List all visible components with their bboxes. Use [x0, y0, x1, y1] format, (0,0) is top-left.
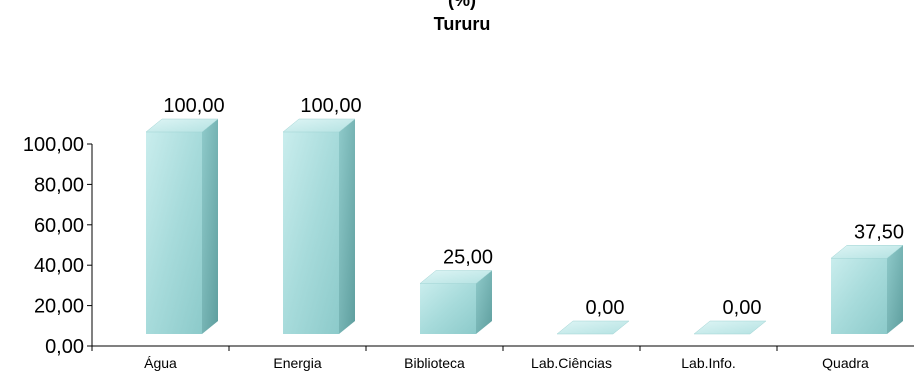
y-axis-ticks: 0,00 20,00 40,00 60,00 80,00 100,00: [23, 134, 92, 358]
y-tick-label: 60,00: [34, 215, 84, 237]
bar-top-face: [282, 118, 356, 133]
y-tick-label: 100,00: [23, 134, 84, 156]
bar-front-face: [831, 258, 887, 334]
x-category-label: Lab.Ciências: [531, 355, 612, 371]
bar: [830, 245, 904, 334]
x-category-label: Lab.Info.: [681, 355, 736, 371]
bar-top-face: [419, 270, 493, 284]
data-label: 37,50: [854, 221, 904, 243]
bar-top-face: [556, 320, 630, 335]
data-labels: 100,00 100,00 25,00 0,00 0,00 37,50: [163, 95, 904, 319]
y-tick-label: 0,00: [45, 336, 84, 358]
chart-title-line-1: (%): [448, 0, 476, 10]
bar: [282, 118, 356, 334]
bar-group: [145, 118, 904, 335]
bar: [419, 270, 493, 334]
bar-side-face: [476, 270, 492, 334]
bar-front-face: [420, 283, 476, 334]
x-category-label: Energia: [273, 355, 321, 371]
bar-side-face: [887, 245, 903, 334]
data-label: 25,00: [443, 247, 493, 269]
x-category-label: Água: [144, 355, 177, 371]
bar-top-face: [693, 320, 767, 335]
data-label: 0,00: [723, 297, 762, 319]
x-category-label: Quadra: [822, 355, 869, 371]
bar-side-face: [202, 119, 218, 334]
bar: [145, 118, 219, 334]
bar: [693, 320, 767, 335]
bar-front-face: [146, 132, 202, 334]
y-tick-label: 80,00: [34, 174, 84, 196]
bar: [556, 320, 630, 335]
bar-side-face: [339, 119, 355, 334]
x-axis-ticks: Água Energia Biblioteca Lab.Ciências Lab.Inf…: [91, 346, 869, 371]
x-category-label: Biblioteca: [404, 355, 465, 371]
bar-top-face: [145, 118, 219, 133]
bar-front-face: [283, 132, 339, 334]
data-label: 0,00: [586, 297, 625, 319]
chart-title-line-2: Tururu: [434, 14, 491, 34]
bar-top-face: [830, 245, 904, 259]
data-label: 100,00: [300, 95, 361, 117]
y-tick-label: 20,00: [34, 296, 84, 318]
y-tick-label: 40,00: [34, 255, 84, 277]
data-label: 100,00: [163, 95, 224, 117]
